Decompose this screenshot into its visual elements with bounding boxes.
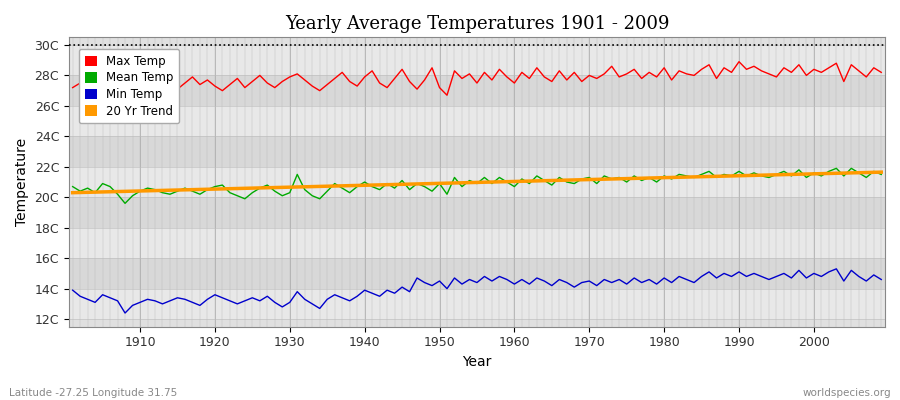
Bar bbox=[69, 136, 885, 167]
Text: Latitude -27.25 Longitude 31.75: Latitude -27.25 Longitude 31.75 bbox=[9, 388, 177, 398]
X-axis label: Year: Year bbox=[463, 355, 491, 369]
Bar bbox=[69, 76, 885, 106]
Bar bbox=[69, 228, 885, 258]
Bar bbox=[69, 167, 885, 197]
Bar bbox=[69, 106, 885, 136]
Legend: Max Temp, Mean Temp, Min Temp, 20 Yr Trend: Max Temp, Mean Temp, Min Temp, 20 Yr Tre… bbox=[79, 49, 179, 124]
Y-axis label: Temperature: Temperature bbox=[15, 138, 29, 226]
Bar bbox=[69, 258, 885, 289]
Title: Yearly Average Temperatures 1901 - 2009: Yearly Average Temperatures 1901 - 2009 bbox=[284, 15, 670, 33]
Bar bbox=[69, 289, 885, 319]
Text: worldspecies.org: worldspecies.org bbox=[803, 388, 891, 398]
Bar bbox=[69, 197, 885, 228]
Bar bbox=[69, 45, 885, 76]
